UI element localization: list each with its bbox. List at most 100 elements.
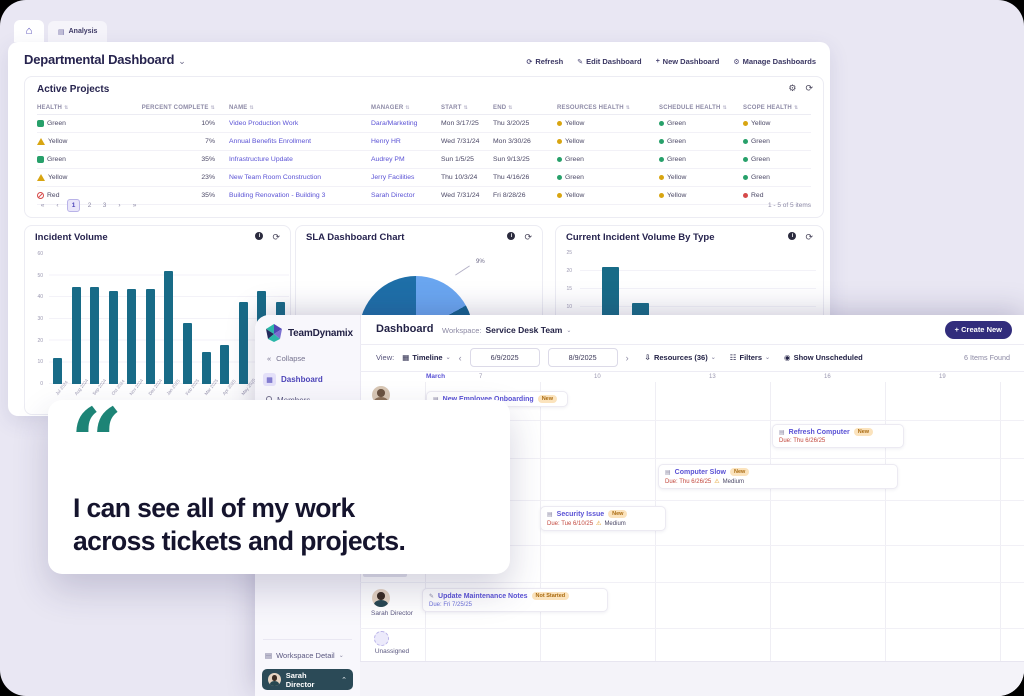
health-dot-icon xyxy=(557,193,562,198)
eye-icon: ◉ xyxy=(784,353,791,362)
col-health[interactable]: Health xyxy=(37,105,141,111)
info-icon[interactable]: i xyxy=(255,232,264,240)
refresh-icon[interactable]: ⟳ xyxy=(805,83,813,93)
tab-analysis[interactable]: ▤ Analysis xyxy=(48,21,108,42)
refresh-icon: ⟳ xyxy=(526,58,533,66)
page-button-2[interactable]: 2 xyxy=(87,202,92,209)
lane-name: Unassigned xyxy=(374,648,410,655)
refresh-icon[interactable]: ⟳ xyxy=(805,232,813,242)
col-start[interactable]: Start xyxy=(441,105,493,111)
sort-icon[interactable] xyxy=(626,105,630,111)
info-icon[interactable]: i xyxy=(507,232,516,240)
col-percent[interactable]: Percent Complete xyxy=(141,105,229,111)
next-page-button[interactable]: › xyxy=(118,202,121,209)
page-title[interactable]: Departmental Dashboard ⌄ xyxy=(24,52,186,67)
project-name-link[interactable]: New Team Room Construction xyxy=(229,174,322,181)
project-name-link[interactable]: Annual Benefits Enrollment xyxy=(229,138,311,145)
task-card-refresh-computer[interactable]: ▤ Refresh Computer New Due: Thu 6/26/25 xyxy=(772,424,904,448)
home-icon: ⌂ xyxy=(25,25,33,37)
refresh-button[interactable]: ⟳ Refresh xyxy=(526,57,564,66)
last-page-button[interactable]: » xyxy=(132,202,137,209)
sort-icon[interactable] xyxy=(211,105,215,111)
info-icon[interactable]: i xyxy=(788,232,797,240)
col-resources-health[interactable]: Resources Health xyxy=(557,105,659,111)
tab-home[interactable]: ⌂ xyxy=(14,20,44,42)
sort-icon[interactable] xyxy=(405,105,409,111)
view-selector[interactable]: ▦ Timeline ⌄ xyxy=(402,353,451,362)
page-button-1[interactable]: 1 xyxy=(67,199,80,212)
project-name-link[interactable]: Infrastructure Update xyxy=(229,156,293,163)
gear-icon[interactable]: ⚙ xyxy=(788,83,797,93)
grid-line xyxy=(885,382,886,662)
sidebar-item-dashboard[interactable]: ▦ Dashboard xyxy=(263,373,323,386)
health-dot-icon xyxy=(659,193,664,198)
col-manager[interactable]: Manager xyxy=(371,105,441,111)
bar xyxy=(183,323,193,384)
sort-icon[interactable] xyxy=(794,105,798,111)
show-unscheduled-toggle[interactable]: ◉ Show Unscheduled xyxy=(784,353,863,362)
health-dot-icon xyxy=(659,139,664,144)
sort-icon[interactable] xyxy=(249,105,253,111)
grid-line xyxy=(360,420,1024,421)
workspace-detail-button[interactable]: ▤ Workspace Detail ⌄ xyxy=(265,651,344,660)
task-card-security-issue[interactable]: ▤ Security Issue New Due: Tue 6/10/25 ⚠ … xyxy=(540,506,666,531)
avatar[interactable] xyxy=(372,589,390,607)
manager-link[interactable]: Henry HR xyxy=(371,138,401,145)
pie-slice-label: 9% xyxy=(476,259,485,265)
brand[interactable]: TeamDynamix xyxy=(264,323,353,343)
date-next-button[interactable]: › xyxy=(625,352,629,363)
sort-icon[interactable] xyxy=(723,105,727,111)
table-row: Green 10% Video Production Work Dara/Mar… xyxy=(37,115,811,133)
manager-link[interactable]: Jerry Facilities xyxy=(371,174,415,181)
task-card-computer-slow[interactable]: ▤ Computer Slow New Due: Thu 6/26/25 ⚠ M… xyxy=(658,464,898,489)
grid-line xyxy=(360,582,1024,583)
day-number: 10 xyxy=(594,374,601,380)
manage-dashboards-button[interactable]: ⚙ Manage Dashboards xyxy=(733,57,816,66)
incident-volume-card: Incident Volume i ⟳ 60 50 40 30 20 10 0 Jul 202… xyxy=(24,225,291,415)
health-label: Green xyxy=(47,120,66,127)
start-date-input[interactable] xyxy=(469,348,540,367)
date-prev-button[interactable]: ‹ xyxy=(458,352,462,363)
filters-dropdown[interactable]: ☷ Filters ⌄ xyxy=(729,353,771,362)
sort-icon[interactable] xyxy=(64,105,68,111)
manager-link[interactable]: Audrey PM xyxy=(371,156,405,163)
col-end[interactable]: End xyxy=(493,105,557,111)
col-scope-health[interactable]: Scope Health xyxy=(743,105,811,111)
timeline-grid xyxy=(360,382,1024,662)
task-card-update-maintenance-notes[interactable]: ✎ Update Maintenance Notes Not Started D… xyxy=(422,588,608,612)
percent-complete: 10% xyxy=(201,120,215,127)
sort-icon[interactable] xyxy=(464,105,468,111)
user-menu[interactable]: Sarah Director ⌃ xyxy=(262,669,353,690)
end-date-input[interactable] xyxy=(547,348,618,367)
status-badge: Not Started xyxy=(531,592,570,600)
sort-icon[interactable] xyxy=(508,105,512,111)
refresh-icon[interactable]: ⟳ xyxy=(272,232,280,242)
collapse-button[interactable]: « Collapse xyxy=(267,354,306,363)
project-name-link[interactable]: Building Renovation - Building 3 xyxy=(229,192,326,199)
chevron-down-icon: ⌄ xyxy=(765,355,771,361)
manager-link[interactable]: Dara/Marketing xyxy=(371,120,418,127)
health-icon xyxy=(37,174,45,181)
teamdynamix-logo xyxy=(266,324,282,342)
col-schedule-health[interactable]: Schedule Health xyxy=(659,105,743,111)
new-dashboard-button[interactable]: + New Dashboard xyxy=(655,57,720,66)
priority-label: Medium xyxy=(722,478,744,485)
page-button-3[interactable]: 3 xyxy=(102,202,107,209)
prev-page-button[interactable]: ‹ xyxy=(56,202,59,209)
building-icon: ▤ xyxy=(265,651,273,660)
chevron-up-icon: ⌃ xyxy=(341,676,347,684)
resources-dropdown[interactable]: ⇩ Resources (36) ⌄ xyxy=(644,353,716,362)
manager-link[interactable]: Sarah Director xyxy=(371,192,415,199)
refresh-icon[interactable]: ⟳ xyxy=(524,232,532,242)
first-page-button[interactable]: « xyxy=(40,202,45,209)
percent-complete: 35% xyxy=(201,156,215,163)
bar xyxy=(90,286,100,384)
edit-dashboard-button[interactable]: ✎ Edit Dashboard xyxy=(577,57,642,66)
project-name-link[interactable]: Video Production Work xyxy=(229,120,299,127)
avatar xyxy=(268,673,281,686)
health-icon xyxy=(37,138,45,145)
workspace-selector[interactable]: Service Desk Team xyxy=(485,325,563,335)
create-new-button[interactable]: + Create New xyxy=(944,321,1012,339)
col-name[interactable]: Name xyxy=(229,105,371,111)
